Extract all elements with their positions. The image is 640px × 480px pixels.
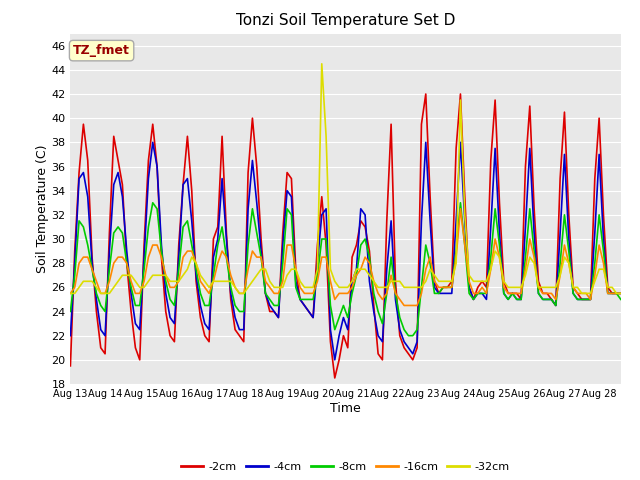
-32cm [270, 285, 278, 290]
-2cm [331, 375, 339, 381]
-2cm [292, 266, 300, 272]
-2cm [600, 212, 607, 218]
-4cm [548, 297, 556, 302]
-8cm [296, 297, 304, 302]
-4cm [600, 236, 607, 242]
Line: -2cm: -2cm [70, 94, 621, 378]
-32cm [543, 285, 551, 290]
Line: -4cm: -4cm [70, 143, 621, 360]
-4cm [149, 140, 157, 145]
-8cm [617, 297, 625, 302]
-8cm [404, 333, 412, 338]
-4cm [361, 212, 369, 218]
-16cm [353, 272, 360, 278]
-4cm [275, 315, 282, 321]
-16cm [67, 290, 74, 296]
-4cm [617, 290, 625, 296]
-8cm [548, 297, 556, 302]
Text: TZ_fmet: TZ_fmet [73, 44, 130, 57]
Line: -16cm: -16cm [70, 209, 621, 305]
Y-axis label: Soil Temperature (C): Soil Temperature (C) [35, 144, 49, 273]
-32cm [617, 290, 625, 296]
-16cm [548, 290, 556, 296]
-4cm [67, 333, 74, 338]
-8cm [275, 302, 282, 308]
-32cm [318, 61, 326, 67]
-4cm [296, 297, 304, 302]
Legend: -2cm, -4cm, -8cm, -16cm, -32cm: -2cm, -4cm, -8cm, -16cm, -32cm [177, 457, 515, 477]
-16cm [292, 266, 300, 272]
-8cm [67, 309, 74, 314]
Line: -32cm: -32cm [70, 64, 621, 293]
-32cm [67, 290, 74, 296]
-32cm [201, 278, 209, 284]
X-axis label: Time: Time [330, 402, 361, 415]
Line: -8cm: -8cm [70, 203, 621, 336]
-2cm [201, 333, 209, 338]
-16cm [600, 260, 607, 266]
-16cm [617, 290, 625, 296]
-2cm [617, 290, 625, 296]
-16cm [456, 206, 464, 212]
-32cm [357, 266, 365, 272]
-2cm [270, 309, 278, 314]
-2cm [548, 297, 556, 302]
-8cm [600, 248, 607, 254]
-8cm [357, 242, 365, 248]
-32cm [292, 266, 300, 272]
-2cm [67, 363, 74, 369]
-2cm [357, 218, 365, 224]
-16cm [201, 285, 209, 290]
-4cm [331, 357, 339, 363]
-8cm [205, 302, 213, 308]
-8cm [149, 200, 157, 205]
-16cm [400, 302, 408, 308]
-32cm [595, 266, 603, 272]
-4cm [205, 327, 213, 333]
-2cm [422, 91, 429, 97]
Title: Tonzi Soil Temperature Set D: Tonzi Soil Temperature Set D [236, 13, 455, 28]
-16cm [270, 290, 278, 296]
